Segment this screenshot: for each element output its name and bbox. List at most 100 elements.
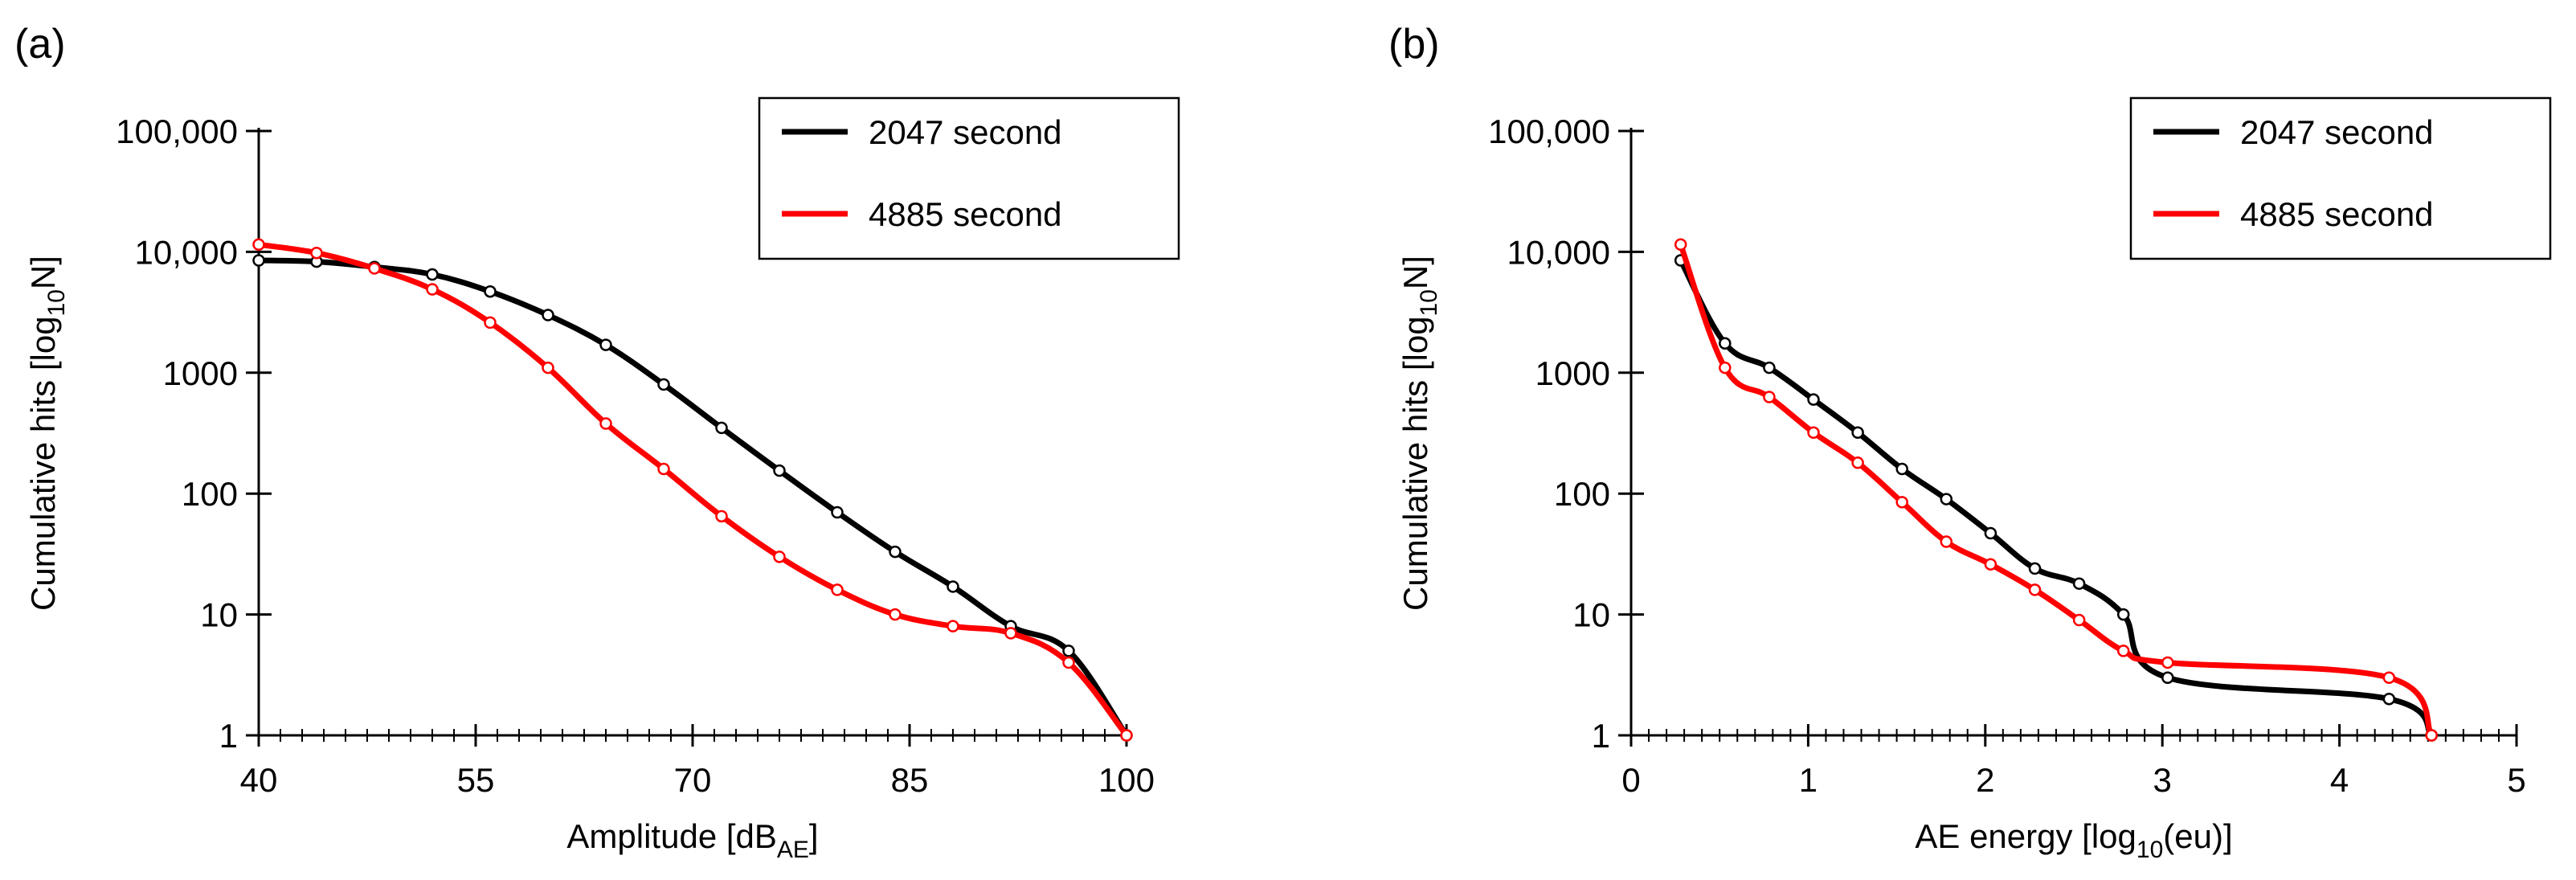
legend-box	[2129, 96, 2552, 260]
data-point	[1984, 558, 1997, 571]
data-point	[715, 421, 728, 435]
legend: 2047 second 4885 second	[758, 96, 1180, 260]
legend: 2047 second 4885 second	[2129, 96, 2552, 260]
data-point	[2116, 608, 2130, 621]
data-point	[542, 361, 554, 375]
y-tick-label: 1	[219, 717, 238, 755]
x-tick-label: 40	[240, 761, 278, 799]
y-tick-label: 100,000	[1488, 113, 1610, 150]
data-point	[1807, 426, 1820, 439]
data-point	[2116, 645, 2130, 657]
data-point	[2028, 562, 2042, 575]
y-tick-label: 100,000	[116, 113, 238, 150]
data-point	[1940, 493, 1953, 505]
x-tick-label: 70	[674, 761, 712, 799]
y-axis-title: Cumulative hits [log10N]	[24, 256, 70, 611]
data-point	[368, 262, 381, 275]
legend-label-2: 4885 second	[869, 195, 1062, 233]
y-axis-title-main: Cumulative hits [log	[1396, 316, 1434, 611]
data-point	[2425, 729, 2438, 742]
x-axis-title-end: ]	[809, 817, 819, 855]
x-tick-label: 3	[2153, 761, 2172, 799]
y-axis-title-end: N]	[24, 256, 62, 289]
x-tick-label: 4	[2330, 761, 2349, 799]
data-point	[2028, 583, 2042, 596]
x-tick-label: 85	[891, 761, 929, 799]
y-tick-label: 10,000	[1507, 233, 1610, 271]
data-point	[1120, 729, 1133, 742]
legend-label-2: 4885 second	[2240, 195, 2434, 233]
data-point	[715, 510, 728, 523]
panel-label: (b)	[1388, 21, 1440, 68]
data-point	[1984, 526, 1997, 540]
data-point	[773, 551, 786, 563]
data-point	[2161, 656, 2174, 669]
y-axis-title: Cumulative hits [log10N]	[1396, 256, 1442, 611]
y-tick-label: 1000	[1535, 354, 1610, 392]
panel-a: (a) 1 10 100 1000 10,000 100,000 40 55 70 85 100 Amp…	[14, 21, 1180, 863]
series-line-1	[256, 257, 1130, 739]
data-point	[484, 284, 497, 298]
y-tick-label: 1	[1592, 717, 1610, 755]
legend-box	[758, 96, 1180, 260]
x-axis-title-sub: AE	[777, 837, 809, 863]
data-point	[889, 608, 902, 621]
x-axis-title: Amplitude [dBAE]	[566, 817, 818, 863]
x-tick-label: 100	[1098, 761, 1155, 799]
y-axis-title-sub: 10	[43, 289, 70, 316]
data-point	[1719, 337, 1732, 350]
y-tick-label: 1000	[163, 354, 238, 392]
data-point	[1763, 391, 1776, 403]
x-axis-title-sub: 10	[2136, 837, 2163, 863]
data-point	[947, 580, 959, 593]
x-axis-title-main: Amplitude [dB	[566, 817, 776, 855]
data-point	[426, 283, 439, 296]
data-point	[1895, 496, 1908, 509]
series-line-2	[1678, 241, 2435, 739]
data-point	[889, 545, 902, 559]
data-point	[657, 462, 670, 476]
y-tick-label: 100	[182, 475, 238, 513]
data-point	[426, 268, 439, 281]
data-point	[1851, 456, 1864, 469]
data-point	[1062, 656, 1075, 669]
x-tick-label: 2	[1976, 761, 1994, 799]
x-axis-title-main: AE energy [log	[1915, 817, 2136, 855]
data-point	[657, 378, 670, 391]
data-point	[831, 583, 844, 596]
series-line-2	[256, 241, 1130, 739]
data-point	[1851, 426, 1864, 439]
x-tick-label: 55	[457, 761, 495, 799]
data-point	[1940, 535, 1953, 548]
data-point	[1807, 393, 1820, 406]
y-tick-label: 100	[1554, 475, 1610, 513]
data-point	[1004, 627, 1017, 640]
y-tick-label: 10	[200, 596, 238, 634]
data-point	[484, 316, 497, 329]
legend-label-1: 2047 second	[869, 113, 1062, 151]
data-point	[773, 464, 786, 477]
x-tick-label: 1	[1799, 761, 1818, 799]
x-axis-title: AE energy [log10(eu)]	[1915, 817, 2232, 863]
y-axis-title-end: N]	[1396, 256, 1434, 289]
data-point	[1763, 361, 1776, 375]
data-point	[1062, 645, 1075, 657]
data-point	[599, 417, 612, 430]
data-point	[252, 254, 265, 267]
data-point	[599, 338, 612, 351]
data-point	[1895, 462, 1908, 476]
x-axis-title-end: (eu)]	[2163, 817, 2232, 855]
data-point	[2161, 671, 2174, 684]
data-point	[947, 620, 959, 632]
legend-label-1: 2047 second	[2240, 113, 2434, 151]
data-point	[2382, 692, 2396, 706]
x-tick-label: 0	[1621, 761, 1640, 799]
data-point	[1719, 361, 1732, 375]
y-axis-title-sub: 10	[1416, 289, 1442, 316]
data-point	[310, 246, 323, 260]
data-point	[2072, 577, 2086, 590]
series-line-1	[1678, 257, 2435, 739]
y-tick-label: 10,000	[135, 233, 238, 271]
x-tick-label: 5	[2507, 761, 2525, 799]
